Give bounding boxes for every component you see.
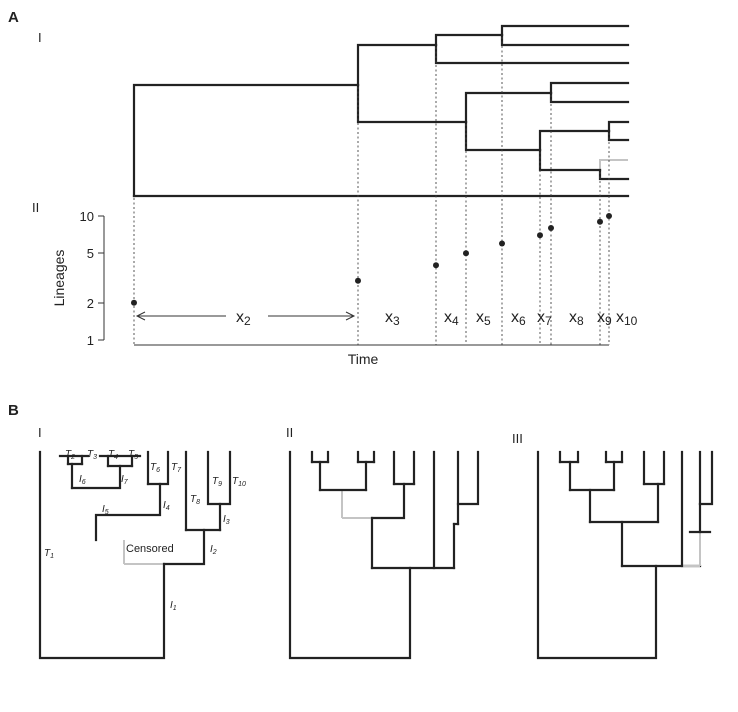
svg-text:I5: I5 (102, 504, 109, 516)
interval-labels: x2 x3 x4 x5 x6 x7 x8 x9 x10 (236, 309, 638, 328)
tree-b1 (38, 450, 232, 660)
svg-text:T6: T6 (150, 462, 160, 474)
x-axis-label: Time (348, 351, 379, 367)
svg-text:T3: T3 (87, 449, 97, 461)
svg-text:I6: I6 (79, 474, 86, 486)
lineage-point (606, 213, 612, 219)
lineage-point (463, 250, 469, 257)
lineage-point (537, 232, 543, 239)
interval-label-x3: x3 (385, 309, 400, 328)
svg-text:I3: I3 (223, 514, 230, 526)
svg-text:T10: T10 (232, 476, 246, 488)
lineage-points (131, 213, 612, 306)
interval-label-x8: x8 (569, 309, 584, 328)
panel-b-label: B (8, 402, 19, 419)
tree-b3 (536, 450, 714, 660)
svg-text:T8: T8 (190, 494, 200, 506)
panel-a-sub2: II (32, 200, 39, 215)
y-axis: 10 5 2 1 Lineages (51, 209, 105, 348)
svg-text:T1: T1 (44, 548, 54, 560)
x2-arrow (135, 311, 356, 321)
panel-b-sub2: II (286, 425, 293, 440)
svg-text:I4: I4 (163, 500, 170, 512)
svg-text:I7: I7 (121, 474, 129, 486)
y-tick-label: 2 (87, 296, 94, 311)
svg-text:I2: I2 (210, 544, 217, 556)
interval-label-x9: x9 (597, 309, 612, 328)
tree-b2 (288, 450, 480, 660)
y-tick-label: 1 (87, 333, 94, 348)
svg-text:T7: T7 (171, 462, 182, 474)
svg-text:T9: T9 (212, 476, 222, 488)
event-lines (133, 37, 610, 345)
panel-b-sub1: I (38, 425, 42, 440)
panel-a-sub1: I (38, 30, 42, 45)
svg-text:I1: I1 (170, 600, 177, 612)
lineage-point (548, 225, 554, 231)
censored-label: Censored (126, 543, 174, 555)
interval-label-x5: x5 (476, 309, 491, 328)
x-axis: Time (134, 344, 609, 367)
lineage-point (355, 277, 361, 284)
lineage-point (131, 299, 137, 306)
tree-a (132, 24, 630, 198)
y-tick-label: 5 (87, 246, 94, 261)
svg-text:T2: T2 (65, 449, 75, 461)
lineage-point (597, 218, 603, 225)
interval-label-x2: x2 (236, 309, 251, 328)
lineage-point (499, 240, 505, 247)
y-axis-label: Lineages (51, 250, 67, 307)
panel-a-label: A (8, 9, 19, 26)
interval-label-x6: x6 (511, 309, 526, 328)
y-tick-label: 10 (80, 209, 94, 224)
interval-label-x7: x7 (537, 309, 552, 328)
interval-label-x10: x10 (616, 309, 638, 328)
svg-text:T4: T4 (108, 449, 118, 461)
interval-label-x4: x4 (444, 309, 459, 328)
svg-text:T5: T5 (128, 449, 138, 461)
panel-b-sub3: III (512, 431, 523, 446)
lineage-point (433, 262, 439, 269)
